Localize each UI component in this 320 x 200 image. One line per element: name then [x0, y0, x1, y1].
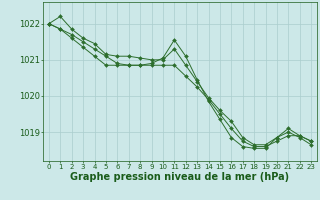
X-axis label: Graphe pression niveau de la mer (hPa): Graphe pression niveau de la mer (hPa) [70, 172, 290, 182]
